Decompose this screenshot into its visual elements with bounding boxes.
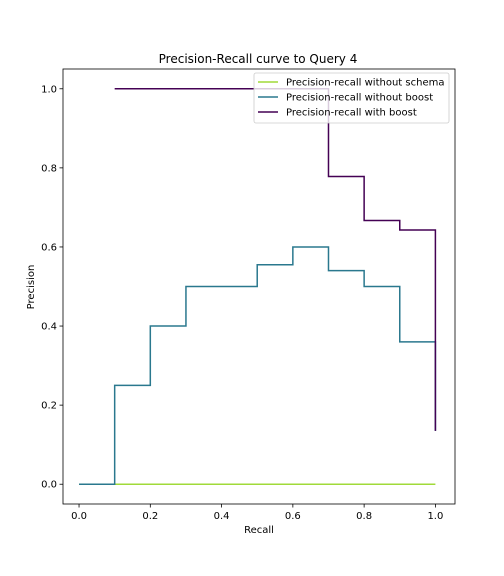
series-line-2 <box>79 246 437 485</box>
y-tick-label: 0.0 <box>41 480 57 491</box>
y-tick-label: 0.2 <box>41 401 57 412</box>
y-axis: 0.0 0.2 0.4 0.6 0.8 1.0 <box>41 84 63 491</box>
chart-title: Precision-Recall curve to Query 4 <box>159 52 358 66</box>
legend: Precision-recall without schema Precision… <box>253 72 450 124</box>
x-tick-label: 0.6 <box>285 511 301 522</box>
y-tick-label: 0.6 <box>41 242 57 253</box>
x-tick-label: 0.0 <box>71 511 87 522</box>
x-tick-label: 0.2 <box>142 511 158 522</box>
legend-label-3: Precision-recall with boost <box>286 108 417 119</box>
series-layer <box>79 88 437 485</box>
series-line-3 <box>114 88 437 431</box>
x-tick-label: 0.4 <box>214 511 230 522</box>
legend-box <box>253 72 450 124</box>
y-tick-label: 1.0 <box>41 84 57 95</box>
y-axis-label: Precision <box>26 265 37 310</box>
x-tick-label: 0.8 <box>356 511 372 522</box>
y-tick-label: 0.8 <box>41 163 57 174</box>
x-axis-label: Recall <box>244 525 274 536</box>
legend-label-1: Precision-recall without schema <box>286 78 444 89</box>
y-tick-label: 0.4 <box>41 322 57 333</box>
legend-label-2: Precision-recall without boost <box>286 93 433 104</box>
x-tick-label: 1.0 <box>427 511 443 522</box>
plot-frame <box>62 68 456 505</box>
x-axis: 0.0 0.2 0.4 0.6 0.8 1.0 <box>71 504 443 522</box>
